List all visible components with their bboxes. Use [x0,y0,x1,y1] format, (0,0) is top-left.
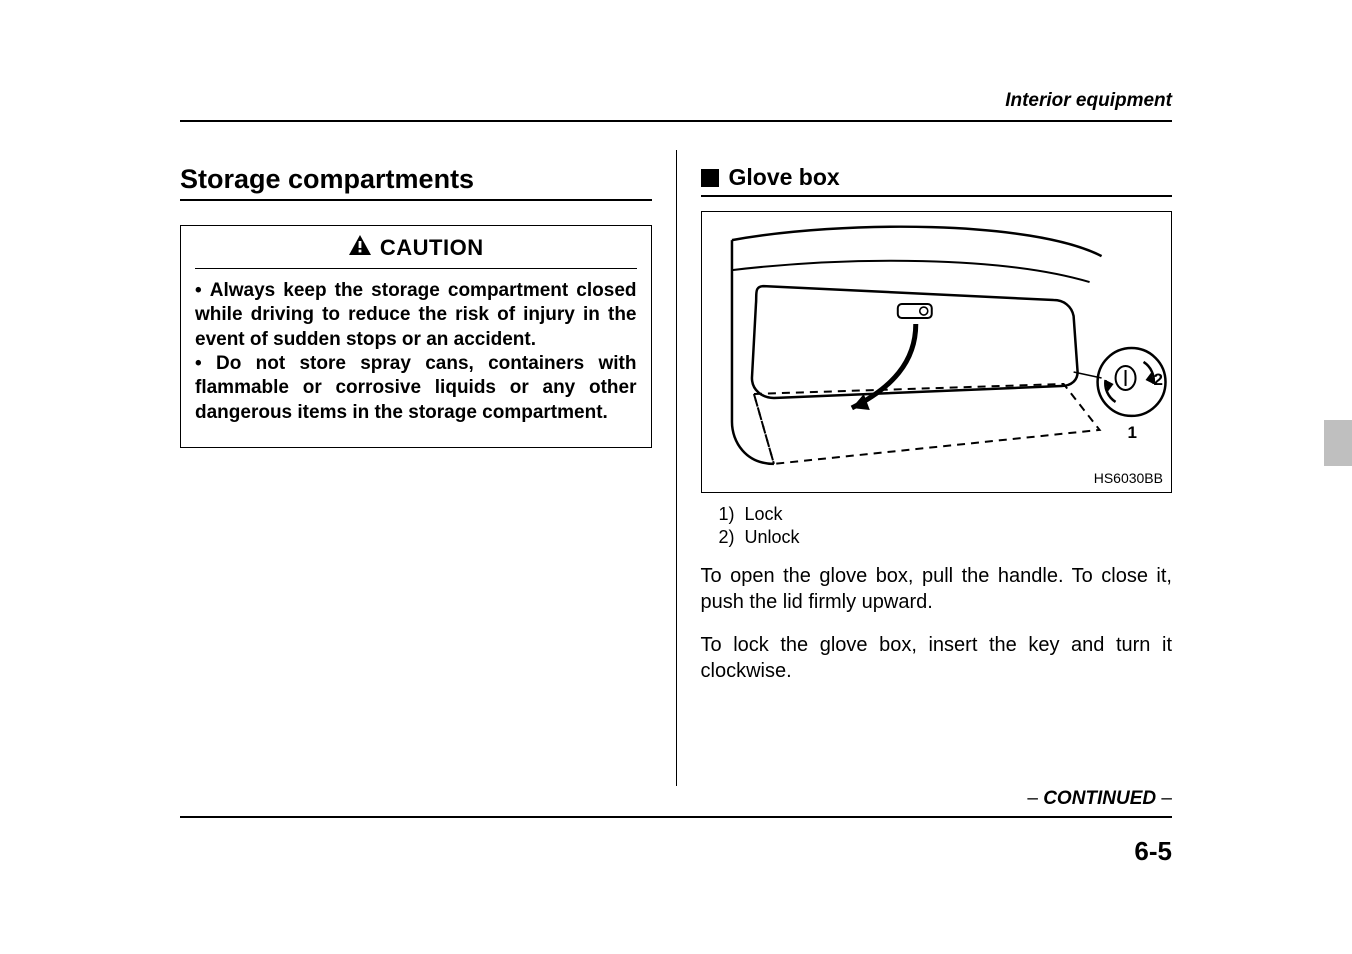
figure-legend: 1) Lock 2) Unlock [719,503,1173,548]
caution-box: CAUTION • Always keep the storage compar… [180,225,652,448]
legend-num: 1) [719,504,735,524]
section-title-storage: Storage compartments [180,164,652,195]
warning-triangle-icon [348,234,372,262]
caution-bullet: • Always keep the storage compartment cl… [195,279,637,352]
header-rule [180,120,1172,122]
legend-text: Unlock [745,527,800,547]
body-paragraph: To lock the glove box, insert the key an… [701,633,1173,684]
caution-bullet-text: Always keep the storage compartment clos… [195,280,637,350]
legend-item: 2) Unlock [719,526,1173,549]
column-divider [676,150,677,786]
legend-text: Lock [745,504,783,524]
subsection-rule [701,195,1173,197]
continued-word: CONTINUED [1043,788,1156,809]
figure-callout-1: 1 [1128,423,1137,443]
running-head: Interior equipment [180,90,1172,120]
caution-bullet: • Do not store spray cans, containers wi… [195,352,637,425]
subsection-head-glovebox: Glove box [701,164,1173,191]
figure-callout-2: 2 [1154,370,1163,390]
glovebox-figure: 1 2 HS6030BB [701,211,1173,493]
square-bullet-icon [701,169,719,187]
caution-head: CAUTION [348,234,484,262]
page-header: Interior equipment [180,90,1172,122]
body-paragraph: To open the glove box, pull the handle. … [701,564,1173,615]
right-column: Glove box [701,150,1173,786]
page-footer: – CONTINUED – 6-5 [180,788,1172,867]
content-columns: Storage compartments CAUTION [180,150,1172,786]
glovebox-illustration [702,212,1172,492]
caution-head-wrap: CAUTION [195,226,637,269]
legend-item: 1) Lock [719,503,1173,526]
page-number: 6-5 [180,836,1172,867]
thumb-tab [1324,420,1352,466]
continued-suffix: – [1156,788,1172,809]
section-rule [180,199,652,201]
legend-num: 2) [719,527,735,547]
figure-code: HS6030BB [1094,470,1163,486]
footer-rule [180,816,1172,818]
caution-bullet-text: Do not store spray cans, containers with… [195,353,637,423]
caution-label: CAUTION [380,235,484,261]
left-column: Storage compartments CAUTION [180,150,652,786]
manual-page: Interior equipment Storage compartments [0,0,1352,954]
caution-body: • Always keep the storage compartment cl… [181,269,651,447]
continued-marker: – CONTINUED – [180,788,1172,816]
subsection-title: Glove box [729,164,840,191]
continued-prefix: – [1027,788,1043,809]
